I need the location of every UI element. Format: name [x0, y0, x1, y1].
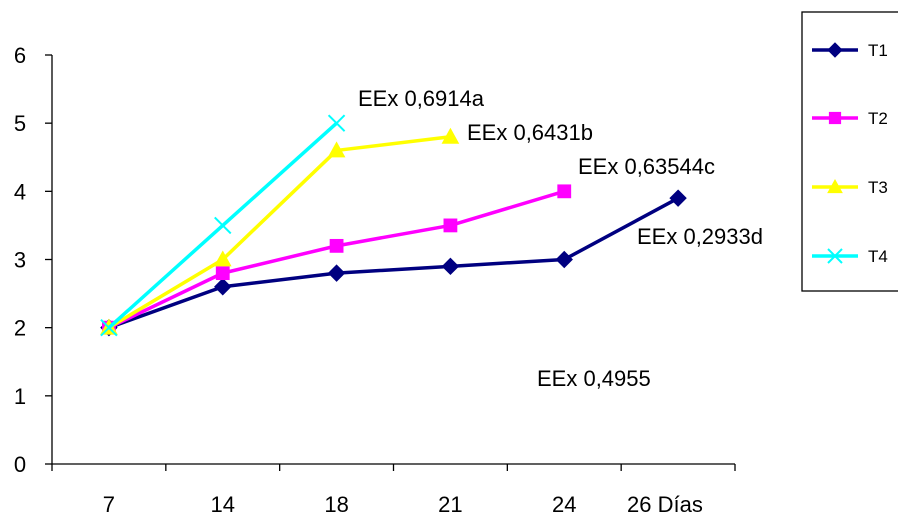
x-tick-label: 26 Días: [627, 492, 703, 514]
data-point-t3: [327, 141, 346, 158]
legend-marker-t1: [827, 42, 843, 58]
axes: 0 1 2 3 4 5 6 7 14 18 21 24 26 Días: [14, 43, 736, 514]
y-tick-label: 0: [14, 452, 26, 477]
x-tick-label: 7: [103, 492, 115, 514]
data-point-t4-stroke: [214, 216, 232, 235]
annotation-label: EEx 0,6431b: [467, 120, 593, 145]
annotation-label: EEx 0,6914a: [358, 86, 485, 111]
y-tick-label: 4: [14, 179, 26, 204]
plot-area: [100, 114, 687, 337]
annotation-label: EEx 0,2933d: [637, 224, 763, 249]
data-point-t4-stroke: [100, 318, 118, 337]
legend-label: T3: [868, 178, 888, 197]
x-tick-label: 24: [552, 492, 576, 514]
data-point-t1: [441, 257, 460, 276]
legend-box: [801, 11, 898, 292]
x-tick-label: 14: [211, 492, 235, 514]
data-point-t4-stroke: [327, 114, 346, 132]
legend-label: T4: [868, 247, 888, 266]
annotation-label: EEx 0,4955: [537, 366, 651, 391]
annotations: EEx 0,6914a EEx 0,6431b EEx 0,63544c EEx 0,…: [358, 86, 763, 391]
data-point-t4: [100, 318, 118, 337]
data-point-t2: [215, 266, 230, 281]
y-tick-label: 2: [14, 316, 26, 341]
data-point-t4: [214, 216, 232, 235]
legend-marker-t2: [828, 111, 842, 125]
data-point-t3: [213, 250, 232, 267]
legend-marker-t4: [827, 248, 843, 264]
legend-marker-t4-stroke: [827, 248, 843, 264]
y-tick-label: 3: [14, 248, 26, 273]
data-point-t2: [329, 238, 344, 253]
data-point-t2: [443, 218, 458, 233]
data-point-t4: [327, 114, 346, 132]
y-tick-label: 5: [14, 111, 26, 136]
legend: T1 T2 T3 T4: [801, 11, 898, 292]
data-point-t1: [555, 250, 573, 269]
series-line-t1: [108, 196, 679, 330]
x-tick-label: 21: [438, 492, 462, 514]
data-point-t1: [327, 264, 346, 282]
data-point-t3: [441, 127, 460, 144]
annotation-label: EEx 0,63544c: [578, 154, 715, 179]
legend-marker-t3: [827, 178, 843, 194]
data-point-t2: [557, 184, 572, 199]
legend-label: T1: [868, 41, 888, 60]
x-tick-label: 18: [324, 492, 348, 514]
y-tick-label: 6: [14, 43, 26, 68]
series-line-t3: [108, 135, 451, 330]
series-line-t2: [108, 189, 565, 330]
data-point-t1: [669, 189, 687, 207]
y-tick-label: 1: [14, 384, 26, 409]
legend-label: T2: [868, 109, 888, 128]
data-point-t1: [214, 278, 232, 296]
